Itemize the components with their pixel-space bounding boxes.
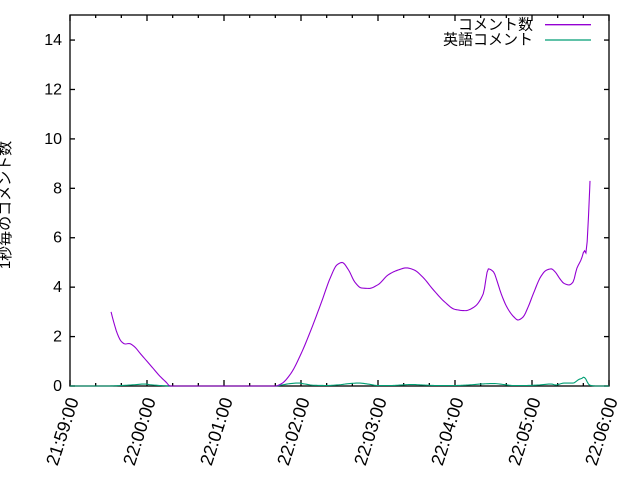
svg-text:0: 0: [53, 378, 62, 395]
svg-text:6: 6: [53, 230, 62, 247]
svg-text:4: 4: [53, 279, 62, 296]
svg-text:22:06:00: 22:06:00: [581, 395, 622, 468]
svg-text:1秒毎のコメント数: 1秒毎のコメント数: [0, 141, 14, 269]
svg-text:22:03:00: 22:03:00: [350, 395, 391, 468]
svg-text:2: 2: [53, 329, 62, 346]
svg-text:10: 10: [44, 131, 62, 148]
svg-text:14: 14: [44, 32, 62, 49]
svg-text:英語コメント: 英語コメント: [443, 31, 533, 49]
svg-text:22:05:00: 22:05:00: [504, 395, 545, 468]
svg-text:22:04:00: 22:04:00: [427, 395, 468, 468]
svg-text:12: 12: [44, 81, 62, 98]
svg-text:22:02:00: 22:02:00: [273, 395, 314, 468]
svg-text:21:59:00: 21:59:00: [42, 395, 83, 468]
svg-text:22:00:00: 22:00:00: [119, 395, 160, 468]
svg-text:22:01:00: 22:01:00: [196, 395, 237, 468]
svg-text:8: 8: [53, 180, 62, 197]
